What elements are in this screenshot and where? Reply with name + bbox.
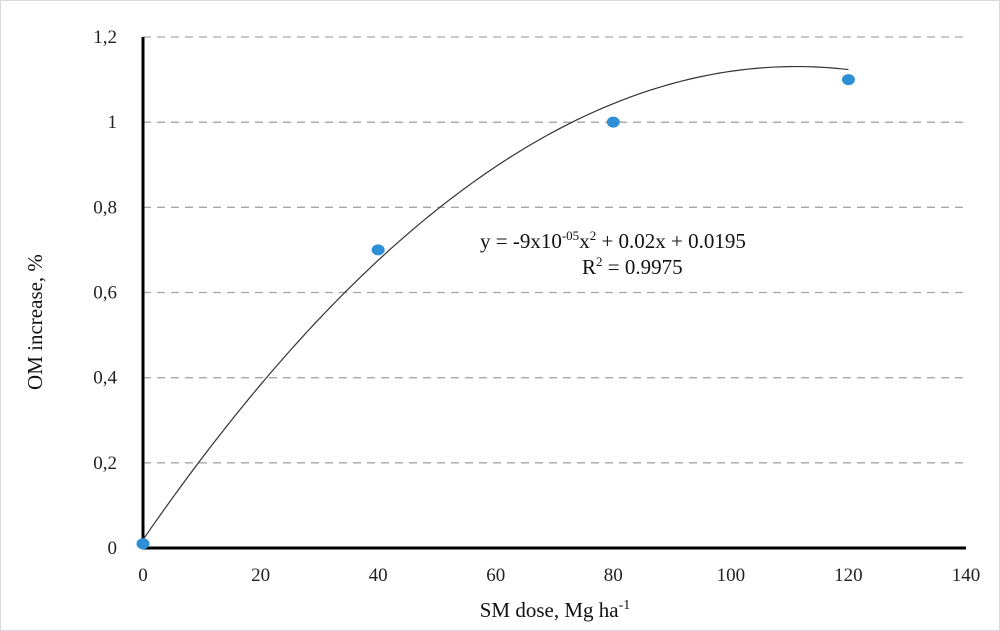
x-tick-label: 40 xyxy=(369,565,388,586)
x-tick-label: 0 xyxy=(138,565,148,586)
x-tick-label: 60 xyxy=(486,565,505,586)
x-tick-label: 80 xyxy=(604,565,623,586)
x-tick-label: 20 xyxy=(251,565,270,586)
y-axis-title: OM increase, % xyxy=(23,254,47,390)
data-point xyxy=(606,116,620,128)
gridlines xyxy=(143,36,966,464)
x-tick-label: 100 xyxy=(717,565,746,586)
data-points xyxy=(136,74,855,550)
trendline-equation: y = -9x10-05x2 + 0.02x + 0.0195 xyxy=(480,228,746,253)
r-squared: R2 = 0.9975 xyxy=(582,254,683,279)
y-tick-label: 1,2 xyxy=(93,27,117,48)
data-point xyxy=(371,244,385,256)
trendline xyxy=(142,65,849,541)
y-tick-label: 0,2 xyxy=(93,453,117,474)
axes xyxy=(141,37,966,550)
x-tick-label: 120 xyxy=(834,565,863,586)
y-tick-label: 0,4 xyxy=(93,368,117,389)
y-tick-label: 0 xyxy=(108,538,118,559)
y-tick-label: 0,6 xyxy=(93,283,117,304)
tick-labels: 0 0,2 0,4 0,6 0,8 1 1,2 0 20 40 60 80 100 120 140 xyxy=(93,27,980,586)
y-tick-label: 0,8 xyxy=(93,197,117,218)
data-point xyxy=(136,538,150,550)
x-tick-label: 140 xyxy=(952,565,981,586)
y-tick-label: 1 xyxy=(108,112,118,133)
x-axis-title: SM dose, Mg ha-1 xyxy=(480,598,631,622)
data-point xyxy=(841,74,855,86)
